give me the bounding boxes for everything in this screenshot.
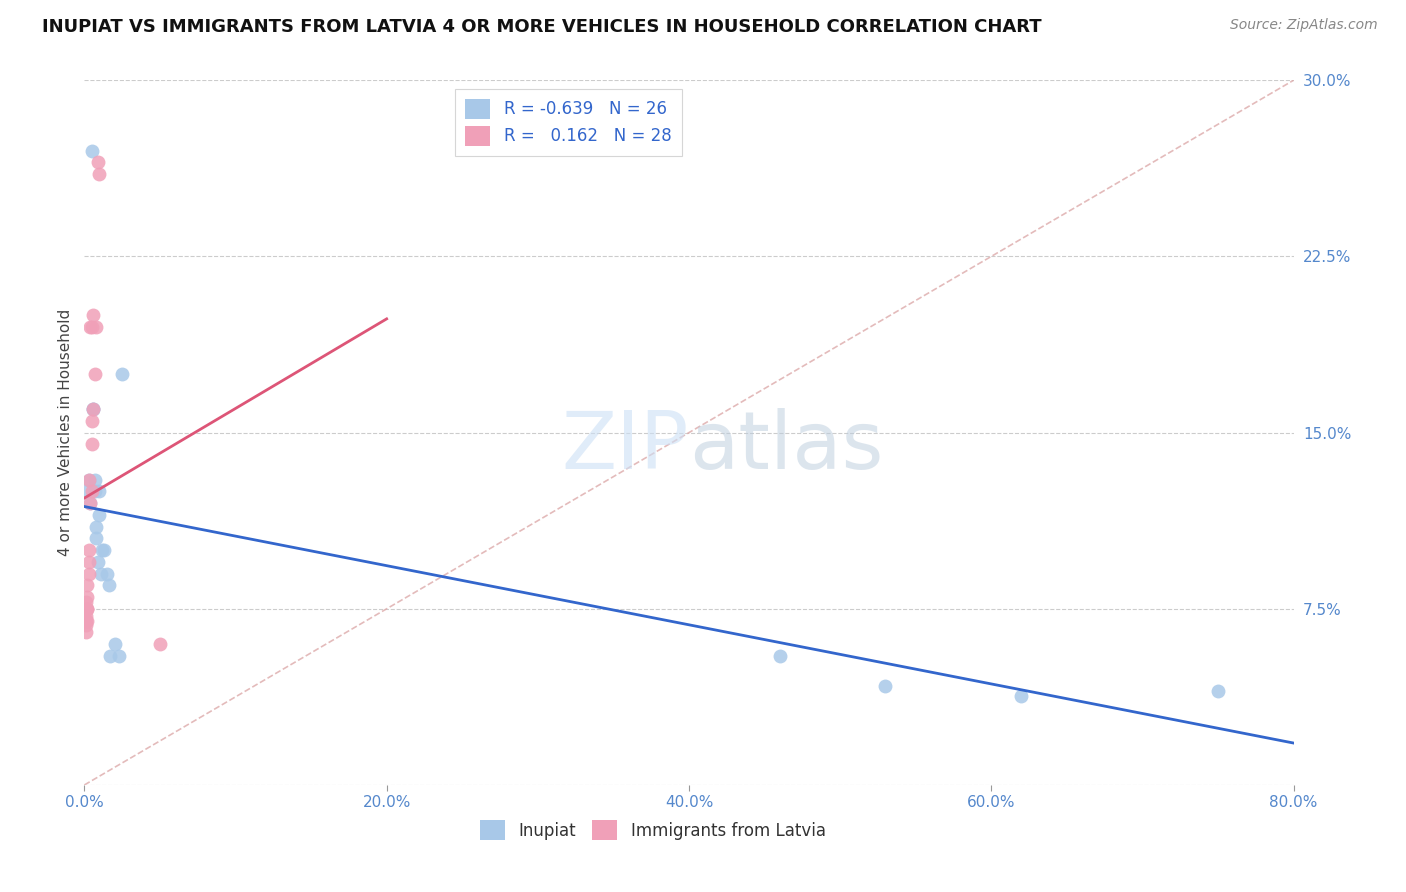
Point	[77, 555, 100, 569]
Point	[97, 578, 120, 592]
Point	[76, 614, 98, 628]
Point	[77, 473, 100, 487]
Point	[76, 578, 98, 592]
Point	[89, 167, 111, 181]
Point	[82, 402, 104, 417]
Point	[75, 614, 97, 628]
Point	[79, 496, 101, 510]
Point	[149, 637, 172, 651]
Point	[84, 484, 107, 499]
Point	[1011, 689, 1033, 703]
Point	[91, 543, 114, 558]
Point	[75, 608, 97, 623]
Point	[84, 473, 107, 487]
Point	[82, 402, 104, 417]
Point	[75, 601, 97, 615]
Point	[108, 648, 131, 663]
Point	[76, 601, 98, 615]
Point	[80, 414, 103, 428]
Point	[80, 319, 103, 334]
Point	[111, 367, 134, 381]
Point	[77, 566, 100, 581]
Point	[75, 618, 97, 632]
Point	[90, 566, 112, 581]
Point	[76, 590, 98, 604]
Point	[80, 437, 103, 451]
Point	[86, 519, 108, 533]
Point	[79, 319, 101, 334]
Y-axis label: 4 or more Vehicles in Household: 4 or more Vehicles in Household	[58, 309, 73, 557]
Text: INUPIAT VS IMMIGRANTS FROM LATVIA 4 OR MORE VEHICLES IN HOUSEHOLD CORRELATION CH: INUPIAT VS IMMIGRANTS FROM LATVIA 4 OR M…	[42, 18, 1042, 36]
Point	[98, 648, 121, 663]
Point	[96, 566, 118, 581]
Point	[82, 402, 104, 417]
Point	[76, 601, 98, 615]
Point	[93, 543, 115, 558]
Point	[1206, 684, 1229, 698]
Point	[87, 555, 110, 569]
Text: Source: ZipAtlas.com: Source: ZipAtlas.com	[1230, 18, 1378, 32]
Point	[77, 473, 100, 487]
Legend: Inupiat, Immigrants from Latvia: Inupiat, Immigrants from Latvia	[472, 814, 832, 847]
Point	[769, 648, 792, 663]
Point	[84, 367, 107, 381]
Point	[80, 144, 103, 158]
Text: ZIP: ZIP	[561, 408, 689, 486]
Point	[104, 637, 127, 651]
Point	[75, 625, 97, 640]
Point	[77, 543, 100, 558]
Point	[86, 532, 108, 546]
Point	[75, 484, 97, 499]
Point	[80, 484, 103, 499]
Point	[82, 308, 104, 322]
Point	[75, 595, 97, 609]
Point	[89, 508, 111, 522]
Point	[87, 155, 110, 169]
Text: atlas: atlas	[689, 408, 883, 486]
Point	[86, 319, 108, 334]
Point	[875, 679, 897, 693]
Point	[79, 496, 101, 510]
Point	[89, 484, 111, 499]
